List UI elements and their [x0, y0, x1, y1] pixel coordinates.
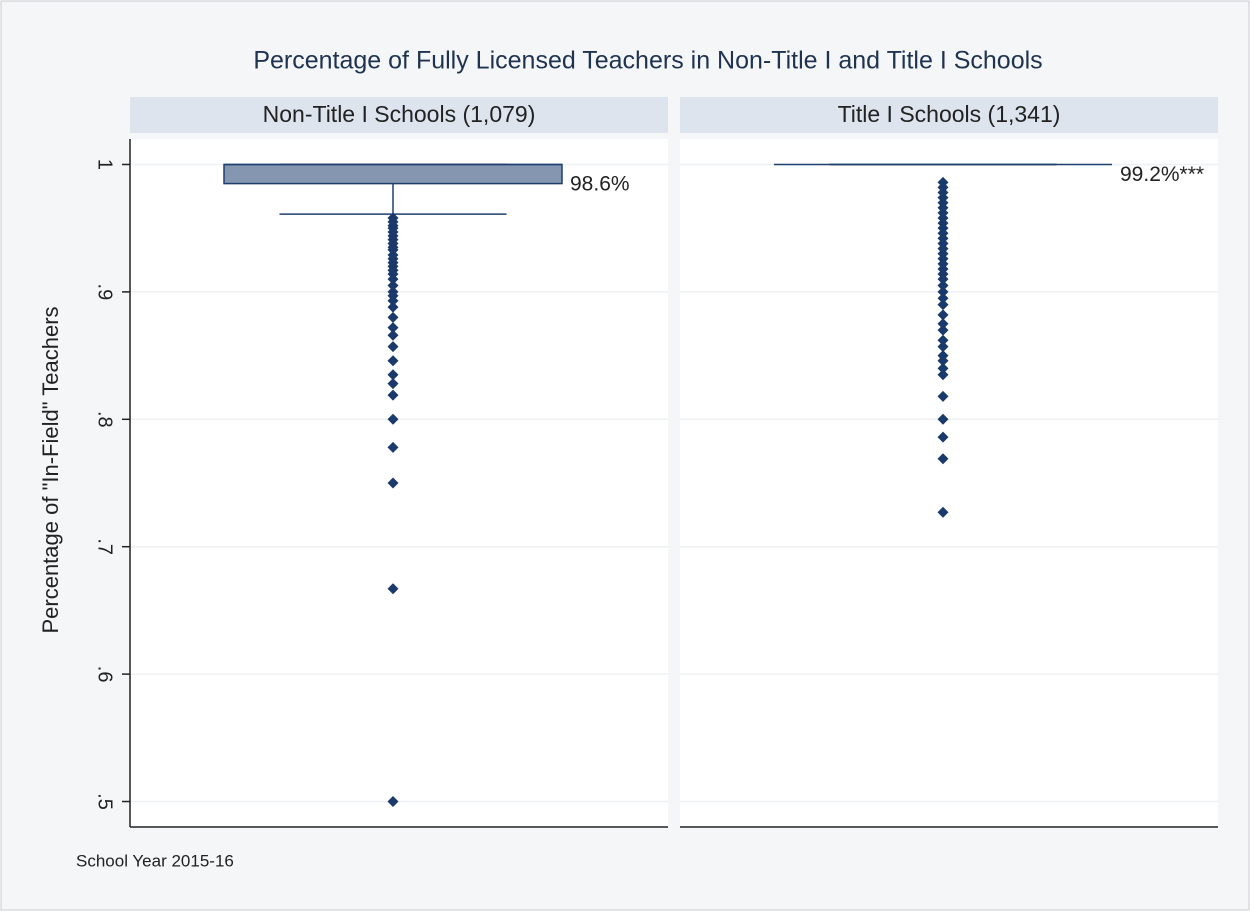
y-tick-label: 1 — [94, 159, 116, 170]
outlier — [937, 292, 949, 304]
plot-area — [680, 139, 1218, 827]
outlier — [387, 369, 399, 381]
outlier — [387, 378, 399, 390]
outlier — [387, 311, 399, 323]
outlier — [937, 341, 949, 353]
outlier — [387, 477, 399, 489]
outlier — [387, 583, 399, 595]
outlier — [937, 506, 949, 518]
outlier — [937, 334, 949, 346]
note: School Year 2015-16 — [76, 851, 234, 870]
outlier — [387, 295, 399, 307]
y-axis-label: Percentage of "In-Field" Teachers — [38, 306, 63, 633]
outlier — [937, 280, 949, 292]
outlier — [387, 796, 399, 808]
outlier — [937, 390, 949, 402]
panel-title: Non-Title I Schools (1,079) — [263, 101, 536, 127]
outlier — [387, 355, 399, 367]
outlier — [387, 301, 399, 313]
outlier — [937, 431, 949, 443]
outlier — [937, 299, 949, 311]
chart-title: Percentage of Fully Licensed Teachers in… — [253, 47, 1042, 75]
outlier — [387, 389, 399, 401]
y-tick-label: .6 — [94, 666, 116, 683]
outlier — [937, 362, 949, 374]
plot-area — [130, 139, 668, 827]
y-tick-label: .9 — [94, 284, 116, 301]
panel-header — [680, 97, 1218, 133]
outlier — [937, 355, 949, 367]
outlier — [387, 329, 399, 341]
outlier — [937, 413, 949, 425]
stat-label: 99.2%*** — [1120, 163, 1204, 186]
outlier — [937, 453, 949, 465]
outlier — [937, 309, 949, 321]
outlier — [387, 322, 399, 334]
outlier — [937, 273, 949, 285]
outlier — [387, 441, 399, 453]
outlier — [937, 318, 949, 330]
outlier — [387, 341, 399, 353]
y-tick-label: .8 — [94, 411, 116, 428]
stat-label: 98.6% — [570, 173, 630, 196]
y-tick-label: .7 — [94, 538, 116, 555]
panel-header — [130, 97, 668, 133]
outlier — [937, 369, 949, 381]
outlier — [387, 413, 399, 425]
outlier — [937, 324, 949, 336]
outlier — [937, 286, 949, 298]
box — [223, 163, 563, 185]
panel-title: Title I Schools (1,341) — [838, 101, 1061, 127]
y-tick-label: .5 — [94, 793, 116, 810]
outlier — [387, 280, 399, 292]
outlier — [387, 273, 399, 285]
